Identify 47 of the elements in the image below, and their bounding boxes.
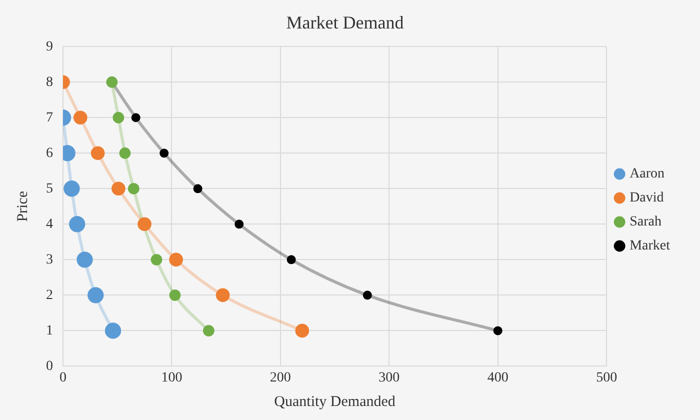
point — [362, 290, 372, 300]
y-tick-label: 0 — [46, 358, 53, 374]
point — [131, 113, 140, 122]
point — [112, 112, 124, 124]
point — [112, 182, 126, 196]
legend-label: Aaron — [630, 166, 665, 182]
point — [493, 326, 502, 336]
point — [69, 216, 86, 232]
chart-title: Market Demand — [286, 12, 404, 33]
legend-label: David — [630, 190, 664, 206]
x-axis-title: Quantity Demanded — [274, 394, 396, 410]
point — [234, 220, 244, 229]
point — [286, 255, 296, 264]
y-tick-label: 7 — [46, 110, 53, 126]
x-tick-label: 200 — [270, 370, 291, 386]
point — [90, 146, 105, 160]
point — [202, 324, 214, 336]
point — [193, 184, 202, 194]
point — [73, 110, 88, 125]
x-tick-label: 300 — [378, 370, 400, 386]
legend-label: Market — [630, 238, 670, 254]
x-tick-label: 100 — [161, 370, 182, 386]
point — [104, 322, 122, 339]
x-tick-label: 500 — [596, 370, 618, 386]
point — [160, 148, 169, 158]
point — [119, 147, 131, 159]
y-tick-label: 3 — [46, 252, 53, 268]
x-tick-label: 0 — [60, 370, 66, 386]
y-tick-label: 2 — [46, 288, 53, 303]
point — [295, 324, 310, 338]
point — [216, 288, 230, 302]
point — [169, 289, 181, 301]
y-tick-label: 1 — [46, 323, 53, 338]
y-axis-title: Price — [14, 190, 31, 222]
y-tick-label: 8 — [46, 74, 53, 90]
point — [169, 252, 183, 267]
point — [64, 180, 80, 197]
y-tick-label: 4 — [46, 216, 53, 232]
point — [88, 287, 104, 304]
legend-label: Sarah — [630, 214, 662, 230]
y-tick-label: 6 — [46, 146, 53, 161]
point — [76, 252, 93, 268]
point — [150, 254, 162, 266]
point — [128, 182, 140, 194]
y-tick-label: 9 — [46, 39, 53, 54]
x-tick-label: 400 — [487, 370, 508, 386]
y-tick-label: 5 — [46, 181, 53, 196]
